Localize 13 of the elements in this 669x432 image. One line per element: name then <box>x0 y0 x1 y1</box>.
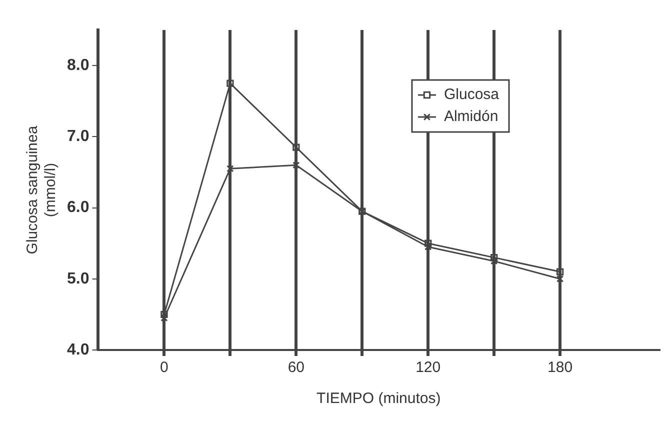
x-tick-label: 0 <box>160 359 168 376</box>
legend-label: Glucosa <box>444 86 500 104</box>
y-tick-label: 5.0 <box>66 270 90 288</box>
x-tick-label: 120 <box>416 359 441 376</box>
y-tick-label: 8.0 <box>66 56 90 74</box>
y-tick-label: 6.0 <box>66 199 90 216</box>
y-tick-label: 7.0 <box>66 128 90 146</box>
x-tick-label: 180 <box>548 359 573 376</box>
y-tick-label: 4.0 <box>66 341 90 358</box>
legend-label: Almidón <box>444 108 498 126</box>
x-axis-title: TIEMPO (minutos) <box>316 390 441 408</box>
y-axis-title: Glucosa sanguinea (mmol/l) <box>24 125 60 254</box>
x-tick-label: 60 <box>288 359 304 376</box>
